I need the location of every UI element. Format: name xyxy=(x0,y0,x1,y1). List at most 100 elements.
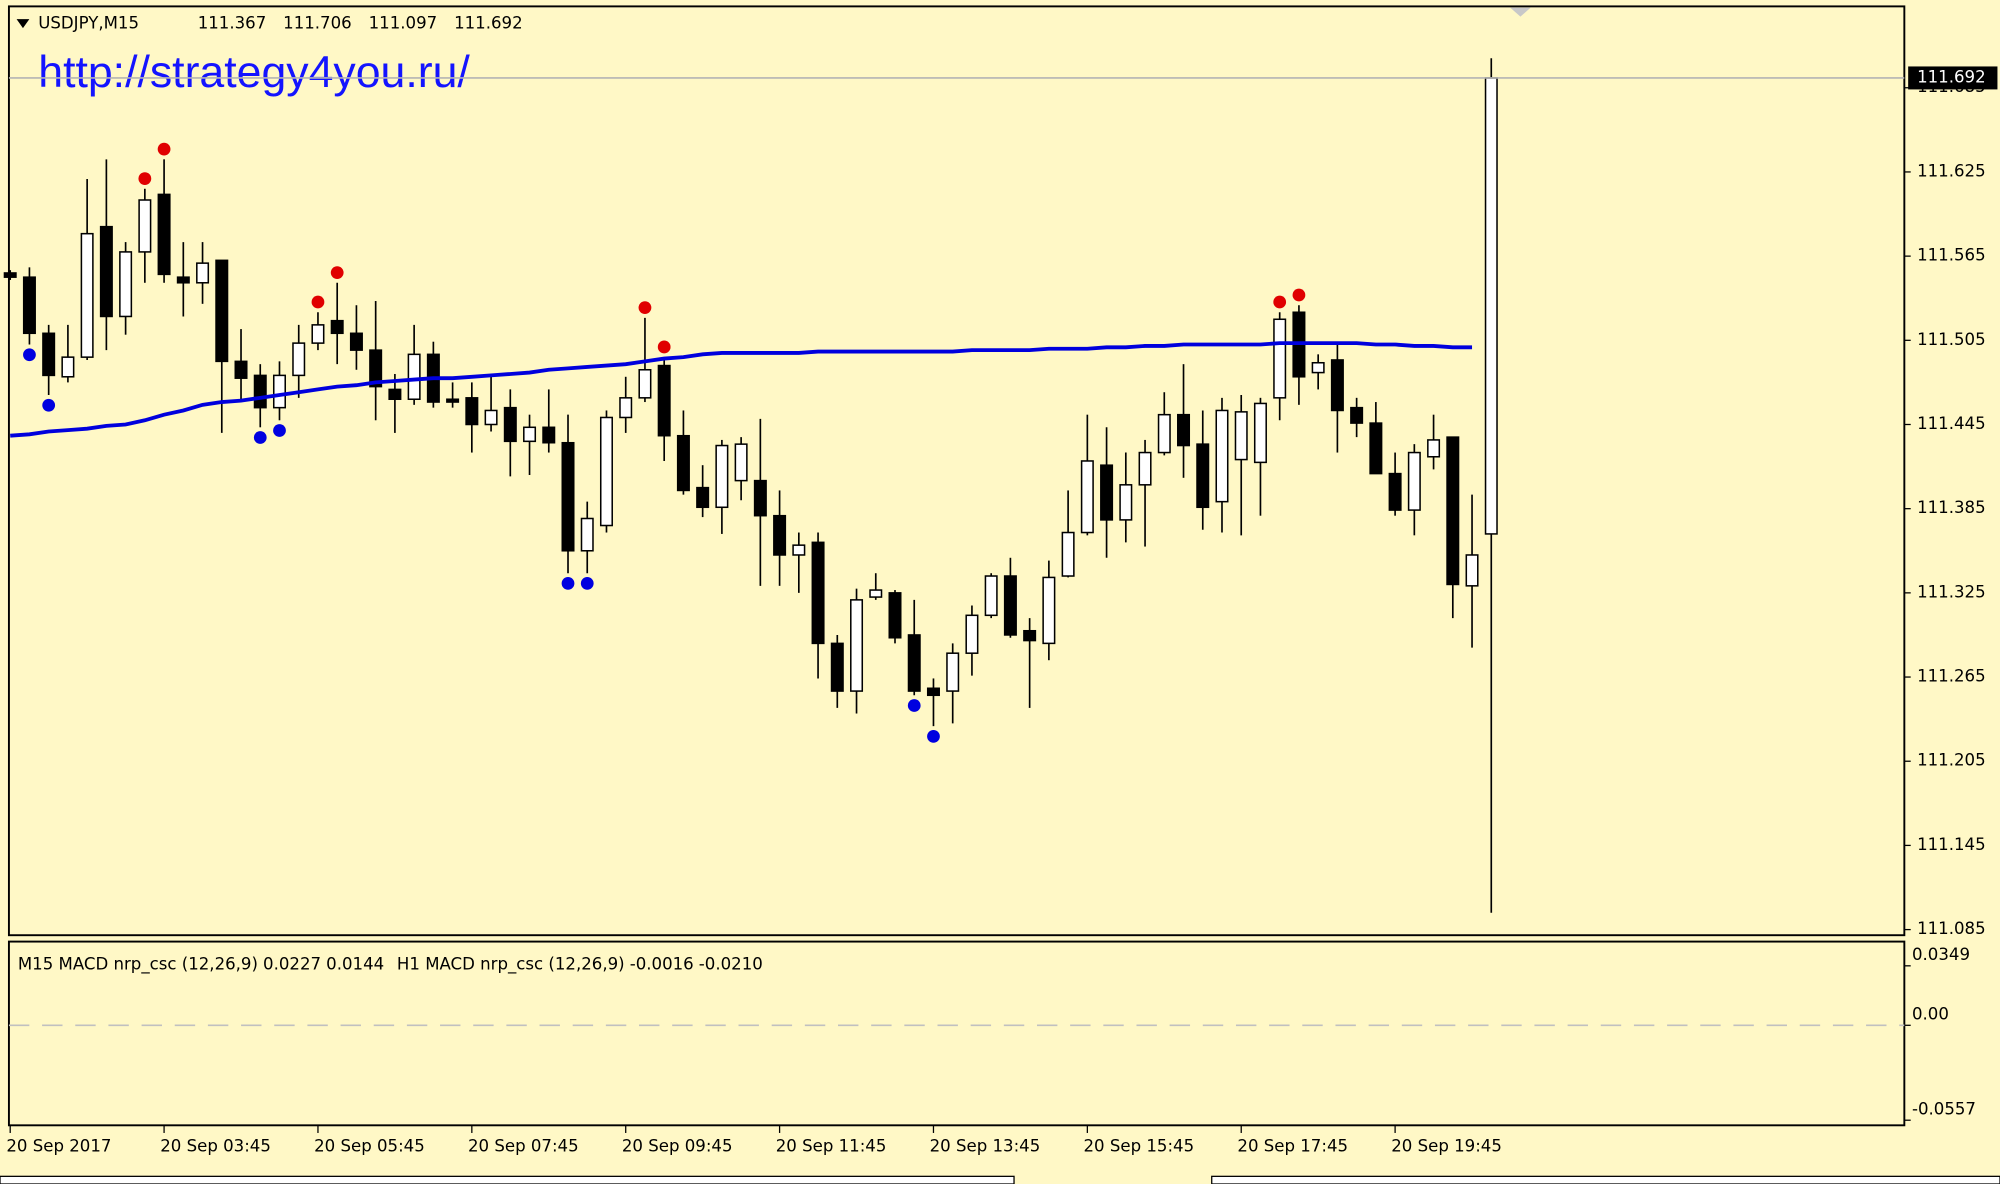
candle-body xyxy=(369,349,383,388)
candle-body xyxy=(311,324,325,344)
candle-body xyxy=(1177,413,1191,447)
candle-body xyxy=(407,353,421,401)
y-tick-label: 111.205 xyxy=(1917,751,1986,770)
sell-signal xyxy=(330,266,344,279)
candle-body xyxy=(3,272,17,278)
y-tick-label: 111.505 xyxy=(1917,330,1986,349)
candle-body xyxy=(292,342,306,377)
candle-body xyxy=(388,388,402,401)
menu-arrow[interactable] xyxy=(16,19,30,29)
y-tick-label: 111.385 xyxy=(1917,498,1986,517)
y-tick-label: 111.145 xyxy=(1917,835,1986,854)
candle-body xyxy=(234,360,248,379)
candle-body xyxy=(1157,413,1171,454)
candle-body xyxy=(792,544,806,556)
candle-body xyxy=(22,276,36,335)
indicator-name: M15 MACD nrp_csc (12,26,9) xyxy=(18,954,258,974)
header-close: 111.692 xyxy=(454,14,523,33)
candle-body xyxy=(176,276,190,284)
macd-panel xyxy=(7,940,1906,1127)
x-tick-label: 20 Sep 05:45 xyxy=(314,1136,425,1155)
sell-signal xyxy=(157,142,171,156)
x-tick-label: 20 Sep 2017 xyxy=(6,1136,111,1155)
sell-signal xyxy=(1292,288,1306,302)
candle-body xyxy=(850,599,864,692)
symbol: USDJPY,M15 xyxy=(38,14,139,33)
candle-body xyxy=(561,441,575,552)
x-tick-label: 20 Sep 17:45 xyxy=(1237,1136,1348,1155)
candle-body xyxy=(753,479,767,517)
candle-body xyxy=(907,634,921,692)
y-tick-label: 111.625 xyxy=(1917,161,1986,180)
tab-bar[interactable] xyxy=(0,1175,1015,1184)
candle-body xyxy=(1253,402,1267,464)
candle-body xyxy=(1080,460,1094,534)
y-tick-label: 111.445 xyxy=(1917,414,1986,433)
candle-body xyxy=(1100,464,1114,521)
candle-body xyxy=(1234,411,1248,461)
y-tick-label: 111.265 xyxy=(1917,667,1986,686)
x-tick-label: 20 Sep 03:45 xyxy=(160,1136,271,1155)
candle-body xyxy=(253,374,267,409)
candle-body xyxy=(926,687,940,697)
candle-body xyxy=(869,589,883,598)
shift-marker[interactable] xyxy=(1510,7,1531,17)
candle-body xyxy=(773,514,787,556)
candle-body xyxy=(1196,443,1210,509)
buy-signal xyxy=(907,699,921,712)
x-tick-label: 20 Sep 09:45 xyxy=(622,1136,733,1155)
macd-y-tick-label: 0.0349 xyxy=(1912,945,1970,964)
candle-body xyxy=(715,444,729,509)
moving-average xyxy=(10,341,1473,438)
y-tick-label: 111.085 xyxy=(1917,919,1986,938)
price-label: 111.692 xyxy=(1917,67,1986,86)
candle-body xyxy=(580,517,594,552)
candle-body xyxy=(446,398,460,403)
candle-body xyxy=(99,225,113,318)
x-tick-label: 20 Sep 11:45 xyxy=(776,1136,887,1155)
candle-body xyxy=(1388,472,1402,511)
candle-body xyxy=(349,332,363,351)
candle-body xyxy=(138,199,152,253)
candle-body xyxy=(1023,629,1037,642)
buy-signal xyxy=(927,729,940,743)
tab-bar[interactable] xyxy=(1211,1175,2000,1184)
candle-body xyxy=(1407,451,1421,511)
candle-body xyxy=(1119,484,1133,521)
macd-label: M15 MACD nrp_csc (12,26,9) 0.0227 0.0144 H1… xyxy=(18,954,763,974)
candle-body xyxy=(542,426,556,444)
x-tick-label: 20 Sep 19:45 xyxy=(1391,1136,1502,1155)
buy-signal xyxy=(273,424,286,437)
indicator-value: -0.0210 xyxy=(699,954,763,973)
candle-body xyxy=(1330,359,1344,412)
header-low: 111.097 xyxy=(369,14,438,33)
candle-body xyxy=(1138,451,1152,486)
candle-body xyxy=(638,369,652,399)
candle-body xyxy=(196,262,210,284)
watermark: http://strategy4you.ru/ xyxy=(38,48,470,97)
sell-signal xyxy=(657,340,671,354)
header-high: 111.706 xyxy=(283,14,352,33)
sell-signal xyxy=(138,172,152,185)
sell-signal xyxy=(311,295,325,309)
candle-body xyxy=(484,409,498,426)
y-tick-label: 111.565 xyxy=(1917,246,1986,265)
candle-body xyxy=(619,397,633,419)
candle-body xyxy=(965,614,979,654)
candle-body xyxy=(1427,439,1441,458)
candle-body xyxy=(657,364,671,437)
candle-body xyxy=(119,251,133,318)
candle-body xyxy=(61,356,75,378)
candle-body xyxy=(272,374,286,409)
candle-body xyxy=(1061,531,1075,577)
candle-body xyxy=(984,575,998,617)
indicator-value: 0.0227 xyxy=(263,954,321,973)
candle-body xyxy=(599,416,613,527)
buy-signal xyxy=(253,431,267,444)
indicator-name: H1 MACD nrp_csc (12,26,9) xyxy=(397,954,625,974)
sell-signal xyxy=(1273,295,1287,309)
candle-body xyxy=(734,443,748,482)
candle-body xyxy=(157,193,171,276)
